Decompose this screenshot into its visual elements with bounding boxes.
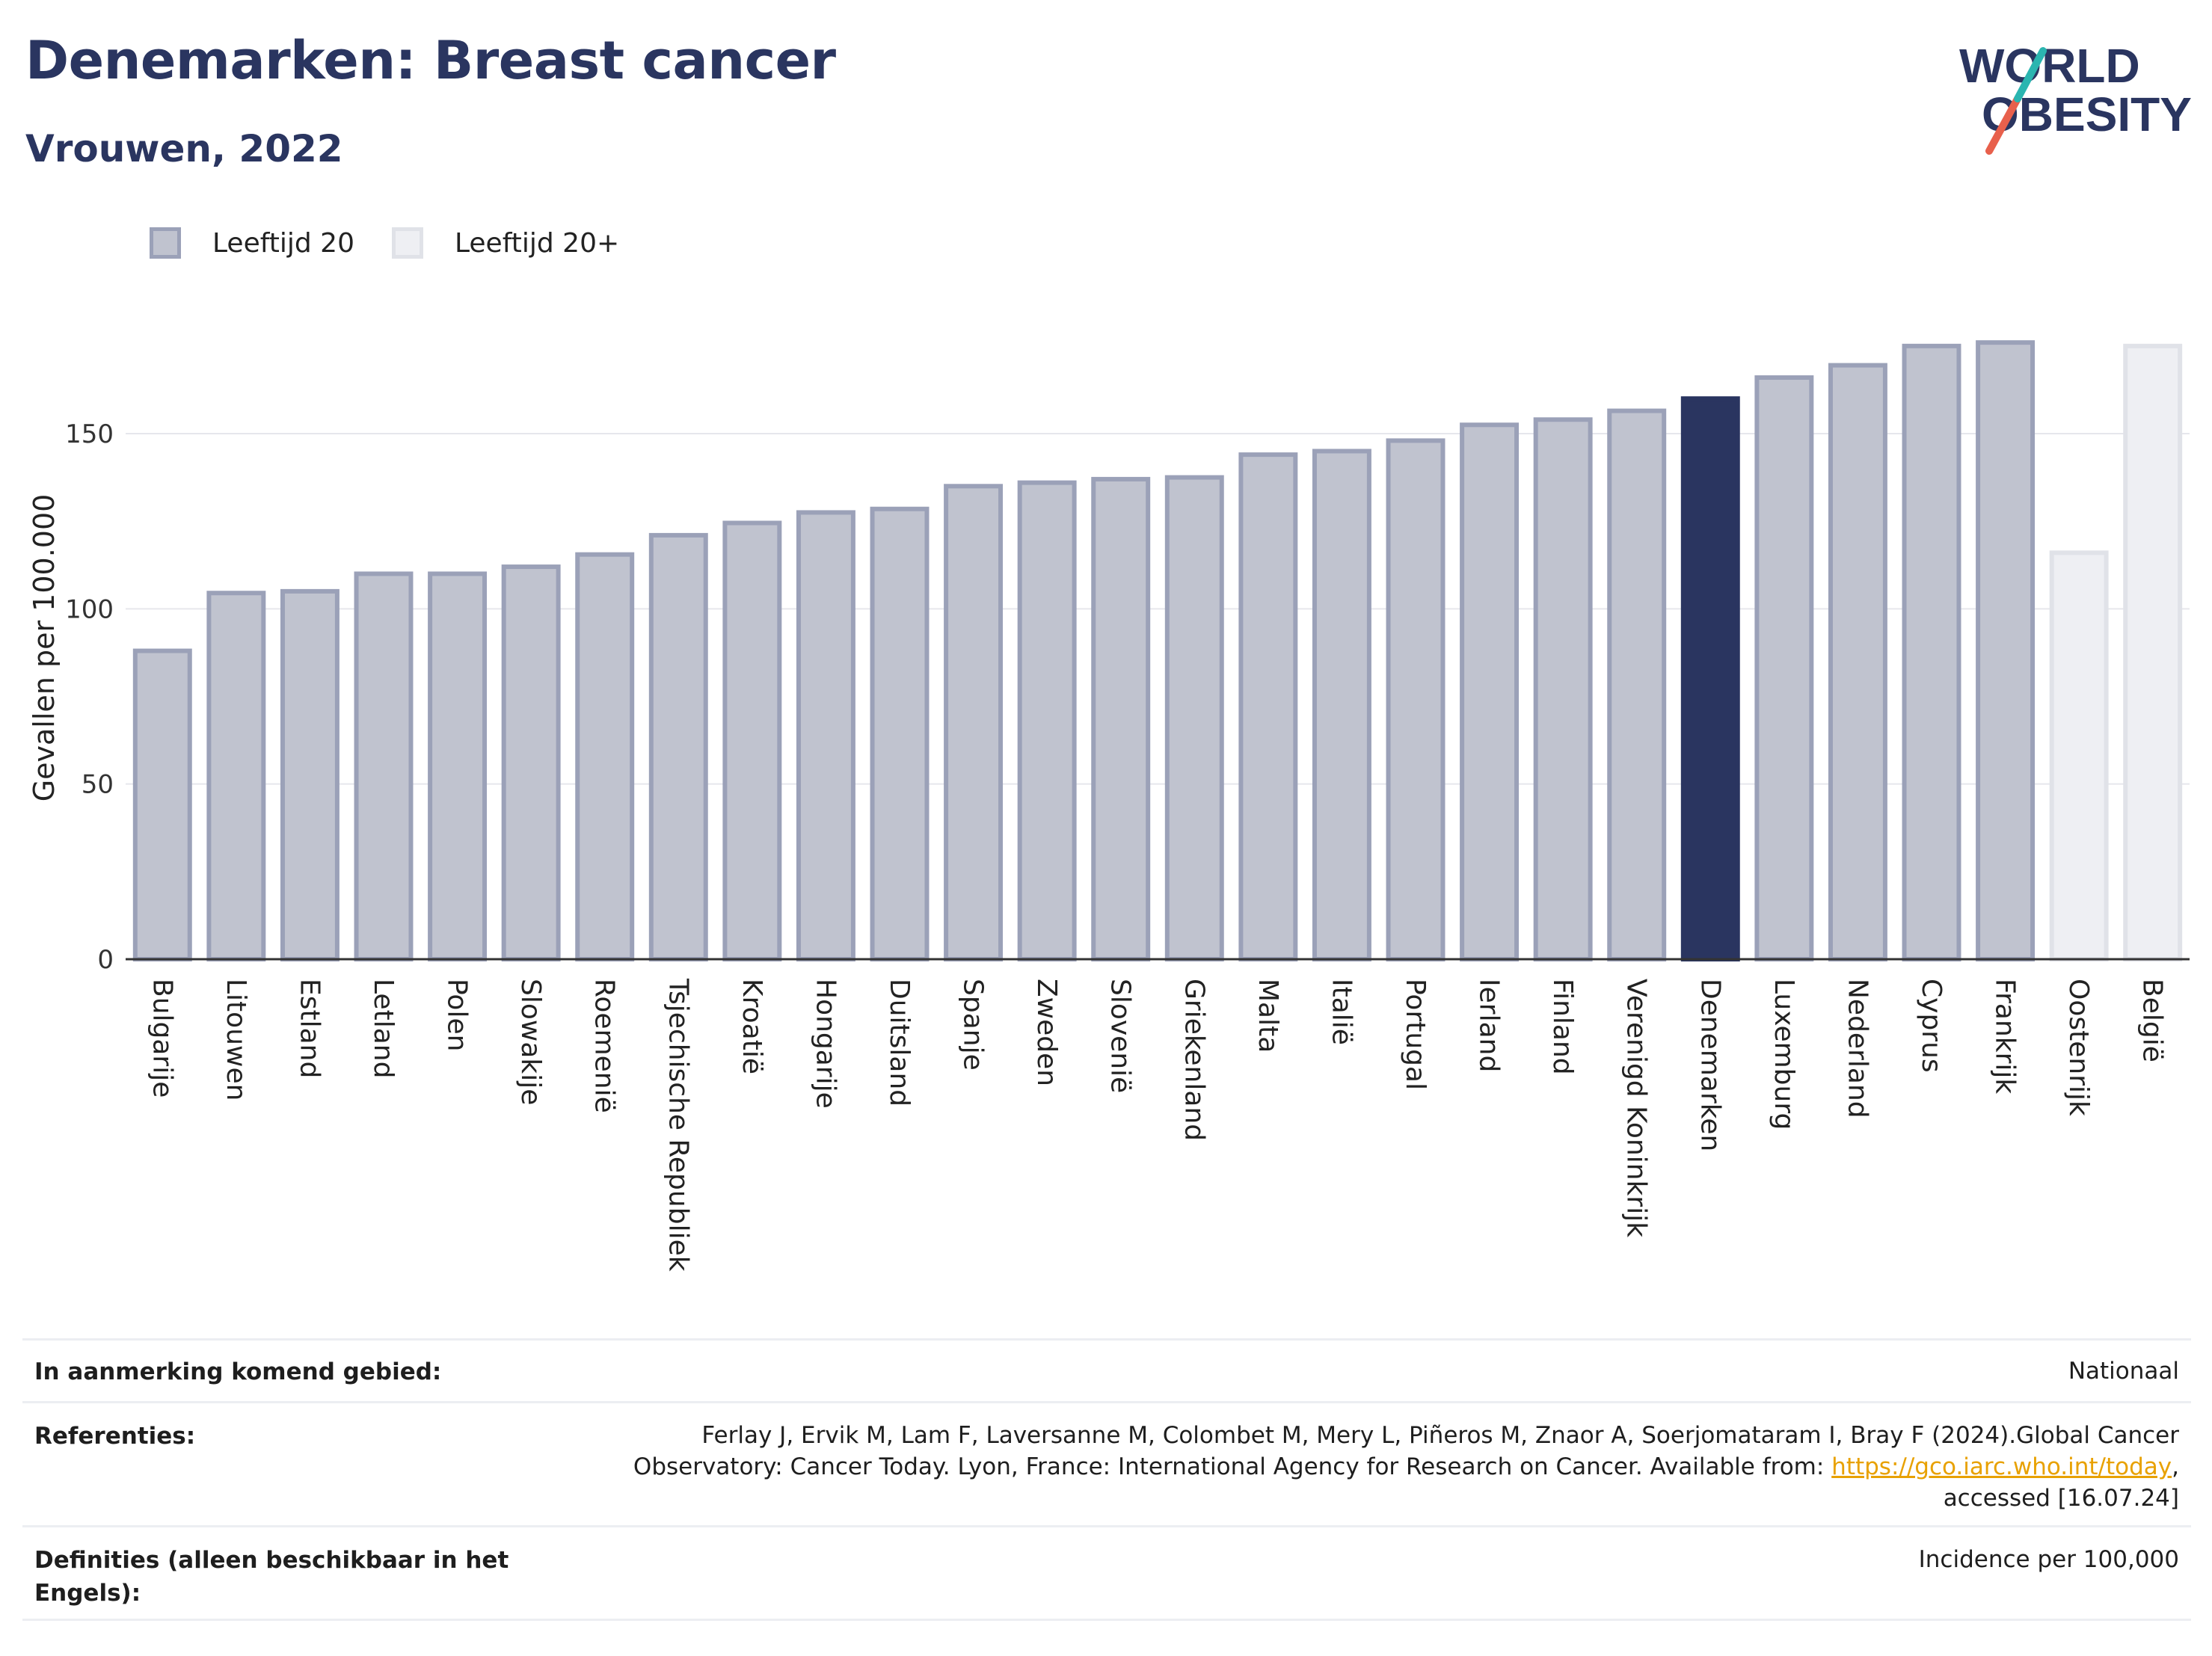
bar-portugal xyxy=(1386,438,1446,961)
bar-slowakije xyxy=(501,564,561,961)
x-tick-label: Oostenrijk xyxy=(2063,979,2094,1116)
x-tick-label: Tsjechische Republiek xyxy=(663,978,693,1272)
x-tick-label: Denemarken xyxy=(1695,979,1725,1151)
meta-area-label: In aanmerking komend gebied: xyxy=(34,1358,442,1385)
bar-zweden xyxy=(1017,480,1077,961)
x-tick-label: Portugal xyxy=(1400,979,1431,1090)
bar-belgi- xyxy=(2123,343,2183,961)
x-tick-label: Letland xyxy=(368,979,399,1078)
logo-slash-teal xyxy=(2014,47,2047,102)
meta-refs-line1: Ferlay J, Ervik M, Lam F, Laversanne M, … xyxy=(701,1422,2179,1449)
x-tick-label: Verenigd Koninkrijk xyxy=(1621,979,1652,1237)
legend-swatch-age-20 xyxy=(150,227,181,259)
bar-frankrijk xyxy=(1976,340,2036,962)
x-tick-label: Litouwen xyxy=(221,979,251,1101)
meta-row-area: In aanmerking komend gebied: Nationaal xyxy=(22,1338,2191,1401)
chart-title: Denemarken: Breast cancer xyxy=(25,30,836,91)
bar-luxemburg xyxy=(1754,375,1814,961)
x-tick-label: Roemenië xyxy=(589,979,620,1113)
x-tick-label: Cyprus xyxy=(1916,979,1947,1073)
bar-finland xyxy=(1533,417,1593,961)
world-obesity-logo: WORLD OBESITY xyxy=(1959,39,2192,155)
x-tick-label: Griekenland xyxy=(1179,979,1209,1141)
bar-roemeni- xyxy=(575,552,635,961)
bar-kroati- xyxy=(722,520,782,961)
x-tick-label: Hongarije xyxy=(810,979,841,1109)
legend-item-age-20[interactable]: Leeftijd 20 xyxy=(150,227,354,259)
meta-area-value: Nationaal xyxy=(2068,1358,2179,1385)
x-tick-label: België xyxy=(2137,979,2168,1062)
bar-litouwen xyxy=(206,591,266,961)
y-tick-label: 0 xyxy=(97,945,114,975)
bar-tsjechische-republiek xyxy=(648,532,708,961)
chart-legend: Leeftijd 20 Leeftijd 20+ xyxy=(150,224,657,262)
bar-denemarken xyxy=(1680,396,1740,961)
bar-estland xyxy=(280,588,340,962)
legend-label-age-20: Leeftijd 20 xyxy=(212,227,354,259)
x-tick-label: Finland xyxy=(1547,979,1578,1075)
meta-refs-line2-comma: , xyxy=(2172,1453,2179,1480)
meta-def-value: Incidence per 100,000 xyxy=(1918,1546,2179,1573)
x-tick-label: Polen xyxy=(442,979,473,1051)
x-tick-label: Slovenië xyxy=(1105,979,1136,1093)
meta-row-definitions: Definities (alleen beschikbaar in het En… xyxy=(22,1525,2191,1621)
x-tick-label: Spanje xyxy=(958,979,989,1071)
bar-ierland xyxy=(1460,422,1520,961)
bar-hongarije xyxy=(796,510,855,961)
bar-chart: 0 50 100 150 Gevallen per 100.000 Bulgarije Li… xyxy=(28,340,2190,1272)
chart-subtitle: Vrouwen, 2022 xyxy=(25,127,343,170)
x-tick-label: Estland xyxy=(294,979,325,1078)
bar-cyprus xyxy=(1902,343,1961,961)
y-tick-label: 50 xyxy=(82,770,114,800)
x-tick-label: Nederland xyxy=(1842,979,1872,1118)
bar-oostenrijk xyxy=(2049,550,2109,961)
logo-slash-red xyxy=(1985,95,2021,155)
x-tick-label: Ierland xyxy=(1474,979,1505,1072)
legend-label-age-20-plus: Leeftijd 20+ xyxy=(454,227,620,259)
x-tick-label: Zweden xyxy=(1031,979,1062,1086)
bar-letland xyxy=(354,571,414,961)
logo-text-world: WORLD xyxy=(1959,39,2140,93)
bar-itali- xyxy=(1312,449,1371,961)
bar-duitsland xyxy=(870,506,930,961)
meta-refs-link[interactable]: https://gco.iarc.who.int/today xyxy=(1831,1453,2172,1480)
y-tick-label: 150 xyxy=(65,419,114,449)
bar-verenigd-koninkrijk xyxy=(1607,408,1667,961)
legend-item-age-20-plus[interactable]: Leeftijd 20+ xyxy=(391,227,620,259)
x-tick-label: Luxemburg xyxy=(1769,979,1799,1130)
x-tick-label: Malta xyxy=(1253,979,1283,1053)
y-tick-label: 100 xyxy=(65,594,114,624)
meta-refs-line3: accessed [16.07.24] xyxy=(1943,1485,2179,1512)
bar-sloveni- xyxy=(1091,476,1151,961)
legend-swatch-age-20-plus xyxy=(391,227,423,259)
bar-griekenland xyxy=(1164,475,1224,961)
y-axis-title: Gevallen per 100.000 xyxy=(28,494,61,802)
bar-spanje xyxy=(944,484,1004,961)
x-tick-label: Kroatië xyxy=(737,979,767,1074)
bar-polen xyxy=(428,571,488,961)
meta-refs-line2-text: Observatory: Cancer Today. Lyon, France:… xyxy=(633,1453,1832,1480)
x-tick-label: Frankrijk xyxy=(1990,979,2021,1094)
x-tick-label: Bulgarije xyxy=(147,979,177,1098)
bar-bulgarije xyxy=(132,648,192,961)
bar-nederland xyxy=(1828,363,1887,962)
x-tick-label: Italië xyxy=(1326,979,1357,1045)
x-tick-label: Slowakije xyxy=(515,979,546,1105)
bar-malta xyxy=(1238,452,1298,961)
meta-refs-value: Ferlay J, Ervik M, Lam F, Laversanne M, … xyxy=(459,1420,2179,1514)
x-tick-label: Duitsland xyxy=(884,979,915,1106)
meta-refs-line2: Observatory: Cancer Today. Lyon, France:… xyxy=(459,1451,2179,1483)
meta-row-references: Referenties: Ferlay J, Ervik M, Lam F, L… xyxy=(22,1401,2191,1525)
meta-refs-label: Referenties: xyxy=(34,1423,196,1450)
meta-def-label: Definities (alleen beschikbaar in het En… xyxy=(34,1547,509,1607)
